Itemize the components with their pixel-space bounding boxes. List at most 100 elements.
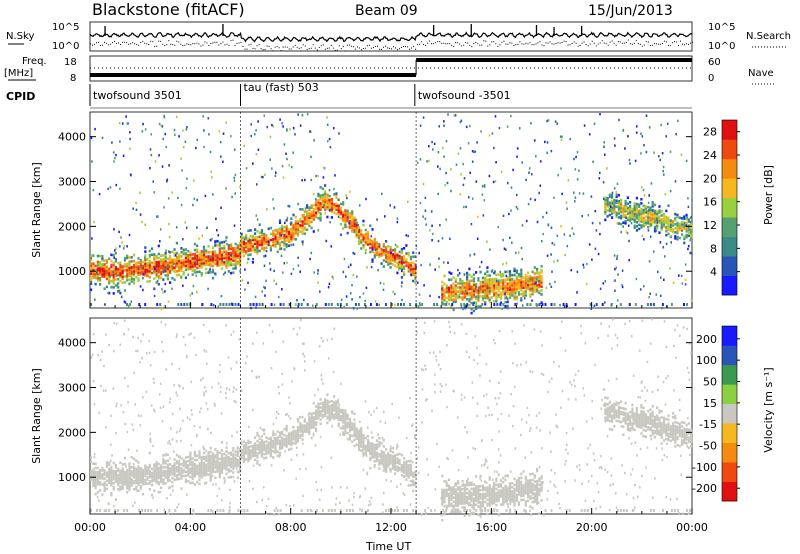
- scatter-cell: [447, 500, 451, 504]
- scatter-cell: [278, 443, 282, 447]
- noise-cell: [621, 285, 624, 289]
- noise-cell: [443, 124, 445, 127]
- noise-cell: [370, 266, 373, 269]
- noise-cell: [384, 254, 387, 257]
- scatter-cell: [202, 257, 206, 261]
- scatter-cell: [394, 460, 397, 463]
- scatter-cell: [198, 456, 201, 459]
- noise-cell: [687, 197, 689, 200]
- scatter-cell: [157, 252, 160, 256]
- scatter-cell: [274, 239, 277, 242]
- scatter-cell: [647, 218, 650, 221]
- scatter-cell: [360, 427, 363, 430]
- scatter-cell: [344, 409, 347, 412]
- scatter-cell: [187, 257, 190, 261]
- noise-cell: [326, 140, 329, 143]
- scatter-cell: [144, 468, 147, 471]
- scatter-cell: [520, 288, 523, 292]
- scatter-cell: [164, 274, 167, 277]
- scatter-cell: [459, 486, 462, 489]
- scatter-cell: [151, 471, 154, 475]
- scatter-cell: [193, 258, 196, 262]
- scatter-cell: [128, 470, 131, 473]
- ytick-label: 3000: [58, 176, 86, 189]
- scatter-cell: [606, 396, 609, 400]
- scatter-cell: [499, 291, 503, 294]
- scatter-cell: [333, 203, 336, 206]
- scatter-cell: [319, 196, 322, 199]
- scatter-cell: [299, 226, 302, 229]
- noise-cell: [425, 223, 427, 226]
- scatter-cell: [294, 219, 297, 223]
- scatter-cell: [130, 268, 133, 271]
- scatter-cell: [524, 485, 527, 489]
- noise-cell: [687, 247, 689, 251]
- scatter-cell: [403, 465, 406, 468]
- scatter-cell: [658, 217, 661, 220]
- scatter-cell: [488, 498, 491, 501]
- scatter-cell: [622, 213, 625, 216]
- scatter-cell: [166, 263, 169, 267]
- scatter-cell: [169, 463, 172, 466]
- scatter-cell: [490, 502, 493, 505]
- scatter-cell: [184, 276, 187, 280]
- scatter-cell: [184, 258, 187, 261]
- scatter-cell: [260, 451, 263, 454]
- scatter-cell: [335, 204, 338, 207]
- noise-cell: [514, 292, 517, 295]
- scatter-cell: [294, 232, 297, 235]
- scatter-cell: [533, 266, 536, 269]
- scatter-cell: [321, 405, 324, 409]
- colorbar-swatch: [722, 236, 737, 257]
- scatter-cell: [604, 208, 607, 212]
- scatter-cell: [443, 274, 446, 278]
- scatter-cell: [524, 277, 527, 281]
- scatter-cell: [132, 457, 136, 461]
- scatter-cell: [256, 250, 259, 253]
- scatter-cell: [274, 443, 277, 446]
- scatter-cell: [301, 438, 304, 441]
- scatter-cell: [209, 462, 212, 466]
- scatter-cell: [218, 469, 221, 473]
- scatter-cell: [117, 479, 120, 483]
- scatter-cell: [606, 417, 609, 420]
- scatter-cell: [196, 472, 199, 476]
- noise-cell: [173, 128, 176, 132]
- scatter-cell: [466, 481, 469, 485]
- noise-cell: [508, 297, 510, 300]
- scatter-cell: [121, 477, 124, 480]
- scatter-cell: [488, 500, 491, 503]
- noise-cell: [662, 165, 665, 169]
- scatter-cell: [99, 262, 102, 266]
- scatter-cell: [247, 245, 250, 249]
- noise-cell: [459, 120, 462, 124]
- scatter-cell: [660, 210, 663, 213]
- scatter-cell: [290, 447, 293, 451]
- scatter-cell: [502, 476, 505, 480]
- scatter-cell: [606, 419, 609, 422]
- scatter-cell: [606, 403, 609, 406]
- scatter-cell: [468, 283, 471, 287]
- scatter-cell: [357, 242, 361, 245]
- scatter-cell: [604, 410, 607, 413]
- noise-cell: [553, 260, 555, 263]
- scatter-cell: [527, 279, 530, 283]
- scatter-cell: [389, 248, 392, 251]
- scatter-cell: [506, 488, 509, 492]
- scatter-cell: [123, 475, 127, 478]
- scatter-cell: [452, 496, 455, 499]
- scatter-cell: [230, 255, 233, 259]
- scatter-cell: [353, 434, 356, 438]
- noise-cell: [185, 186, 188, 190]
- scatter-cell: [511, 277, 514, 281]
- scatter-cell: [385, 454, 388, 457]
- scatter-cell: [110, 473, 113, 477]
- scatter-cell: [445, 506, 448, 510]
- scatter-cell: [239, 464, 242, 467]
- scatter-cell: [178, 273, 181, 277]
- scatter-cell: [527, 483, 530, 487]
- scatter-cell: [328, 414, 331, 418]
- scatter-cell: [155, 263, 158, 266]
- scatter-cell: [477, 487, 480, 490]
- noise-cell: [419, 301, 421, 305]
